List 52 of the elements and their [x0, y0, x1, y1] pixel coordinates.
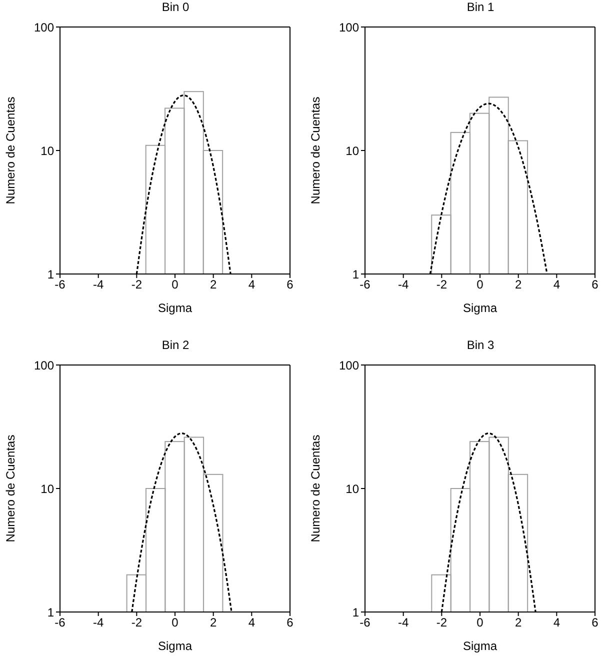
- x-tick-label: 0: [476, 278, 484, 292]
- x-tick-label: 2: [210, 278, 217, 292]
- x-axis-title: Sigma: [462, 639, 498, 653]
- x-tick-label: -2: [436, 616, 448, 630]
- y-axis-title: Numero de Cuentas: [3, 96, 18, 204]
- y-tick-label: 100: [338, 358, 360, 372]
- y-tick-label: 10: [346, 482, 360, 496]
- chart-title: Bin 2: [160, 338, 190, 354]
- x-tick-label: 2: [210, 616, 217, 630]
- y-tick-label: 1: [352, 605, 360, 620]
- x-tick-label: 4: [248, 616, 256, 630]
- x-tick-label: 0: [172, 616, 179, 630]
- chart-title: Bin 3: [466, 338, 496, 354]
- x-tick-label: 4: [553, 278, 560, 292]
- x-tick-label: -2: [131, 278, 142, 292]
- chart-title: Bin 0: [160, 0, 190, 16]
- y-tick-label: 100: [338, 20, 360, 34]
- x-tick-label: -6: [360, 616, 371, 630]
- y-axis-title: Numero de Cuentas: [3, 434, 18, 542]
- x-tick-label: -4: [92, 616, 104, 630]
- x-tick-label: 2: [514, 616, 522, 630]
- x-tick-label: -6: [360, 278, 371, 292]
- x-tick-label: -6: [54, 278, 66, 292]
- x-tick-label: 6: [286, 616, 294, 630]
- y-tick-label: 10: [346, 144, 360, 158]
- x-tick-label: -6: [54, 616, 66, 630]
- chart-title: Bin 1: [466, 0, 496, 16]
- y-axis-title: Numero de Cuentas: [308, 96, 322, 204]
- y-tick-label: 10: [40, 144, 54, 158]
- x-axis-title: Sigma: [158, 639, 192, 653]
- y-tick-label: 100: [34, 358, 54, 372]
- x-tick-label: 0: [172, 278, 179, 292]
- y-tick-label: 1: [47, 267, 54, 282]
- x-tick-label: 6: [592, 616, 599, 630]
- y-tick-label: 10: [40, 482, 54, 496]
- x-tick-label: 0: [476, 616, 484, 630]
- y-axis-title: Numero de Cuentas: [308, 434, 322, 542]
- x-tick-label: -4: [398, 616, 409, 630]
- y-tick-label: 1: [47, 605, 54, 620]
- x-tick-label: 6: [286, 278, 294, 292]
- x-tick-label: 4: [248, 278, 256, 292]
- y-tick-label: 100: [34, 20, 54, 34]
- x-axis-title: Sigma: [158, 301, 192, 315]
- x-tick-label: -4: [92, 278, 104, 292]
- x-tick-label: -2: [131, 616, 142, 630]
- x-axis-title: Sigma: [462, 301, 498, 315]
- x-tick-label: 6: [592, 278, 599, 292]
- x-tick-label: 4: [553, 616, 560, 630]
- x-tick-label: 2: [514, 278, 522, 292]
- x-tick-label: -4: [398, 278, 409, 292]
- y-tick-label: 1: [352, 267, 360, 282]
- x-tick-label: -2: [436, 278, 448, 292]
